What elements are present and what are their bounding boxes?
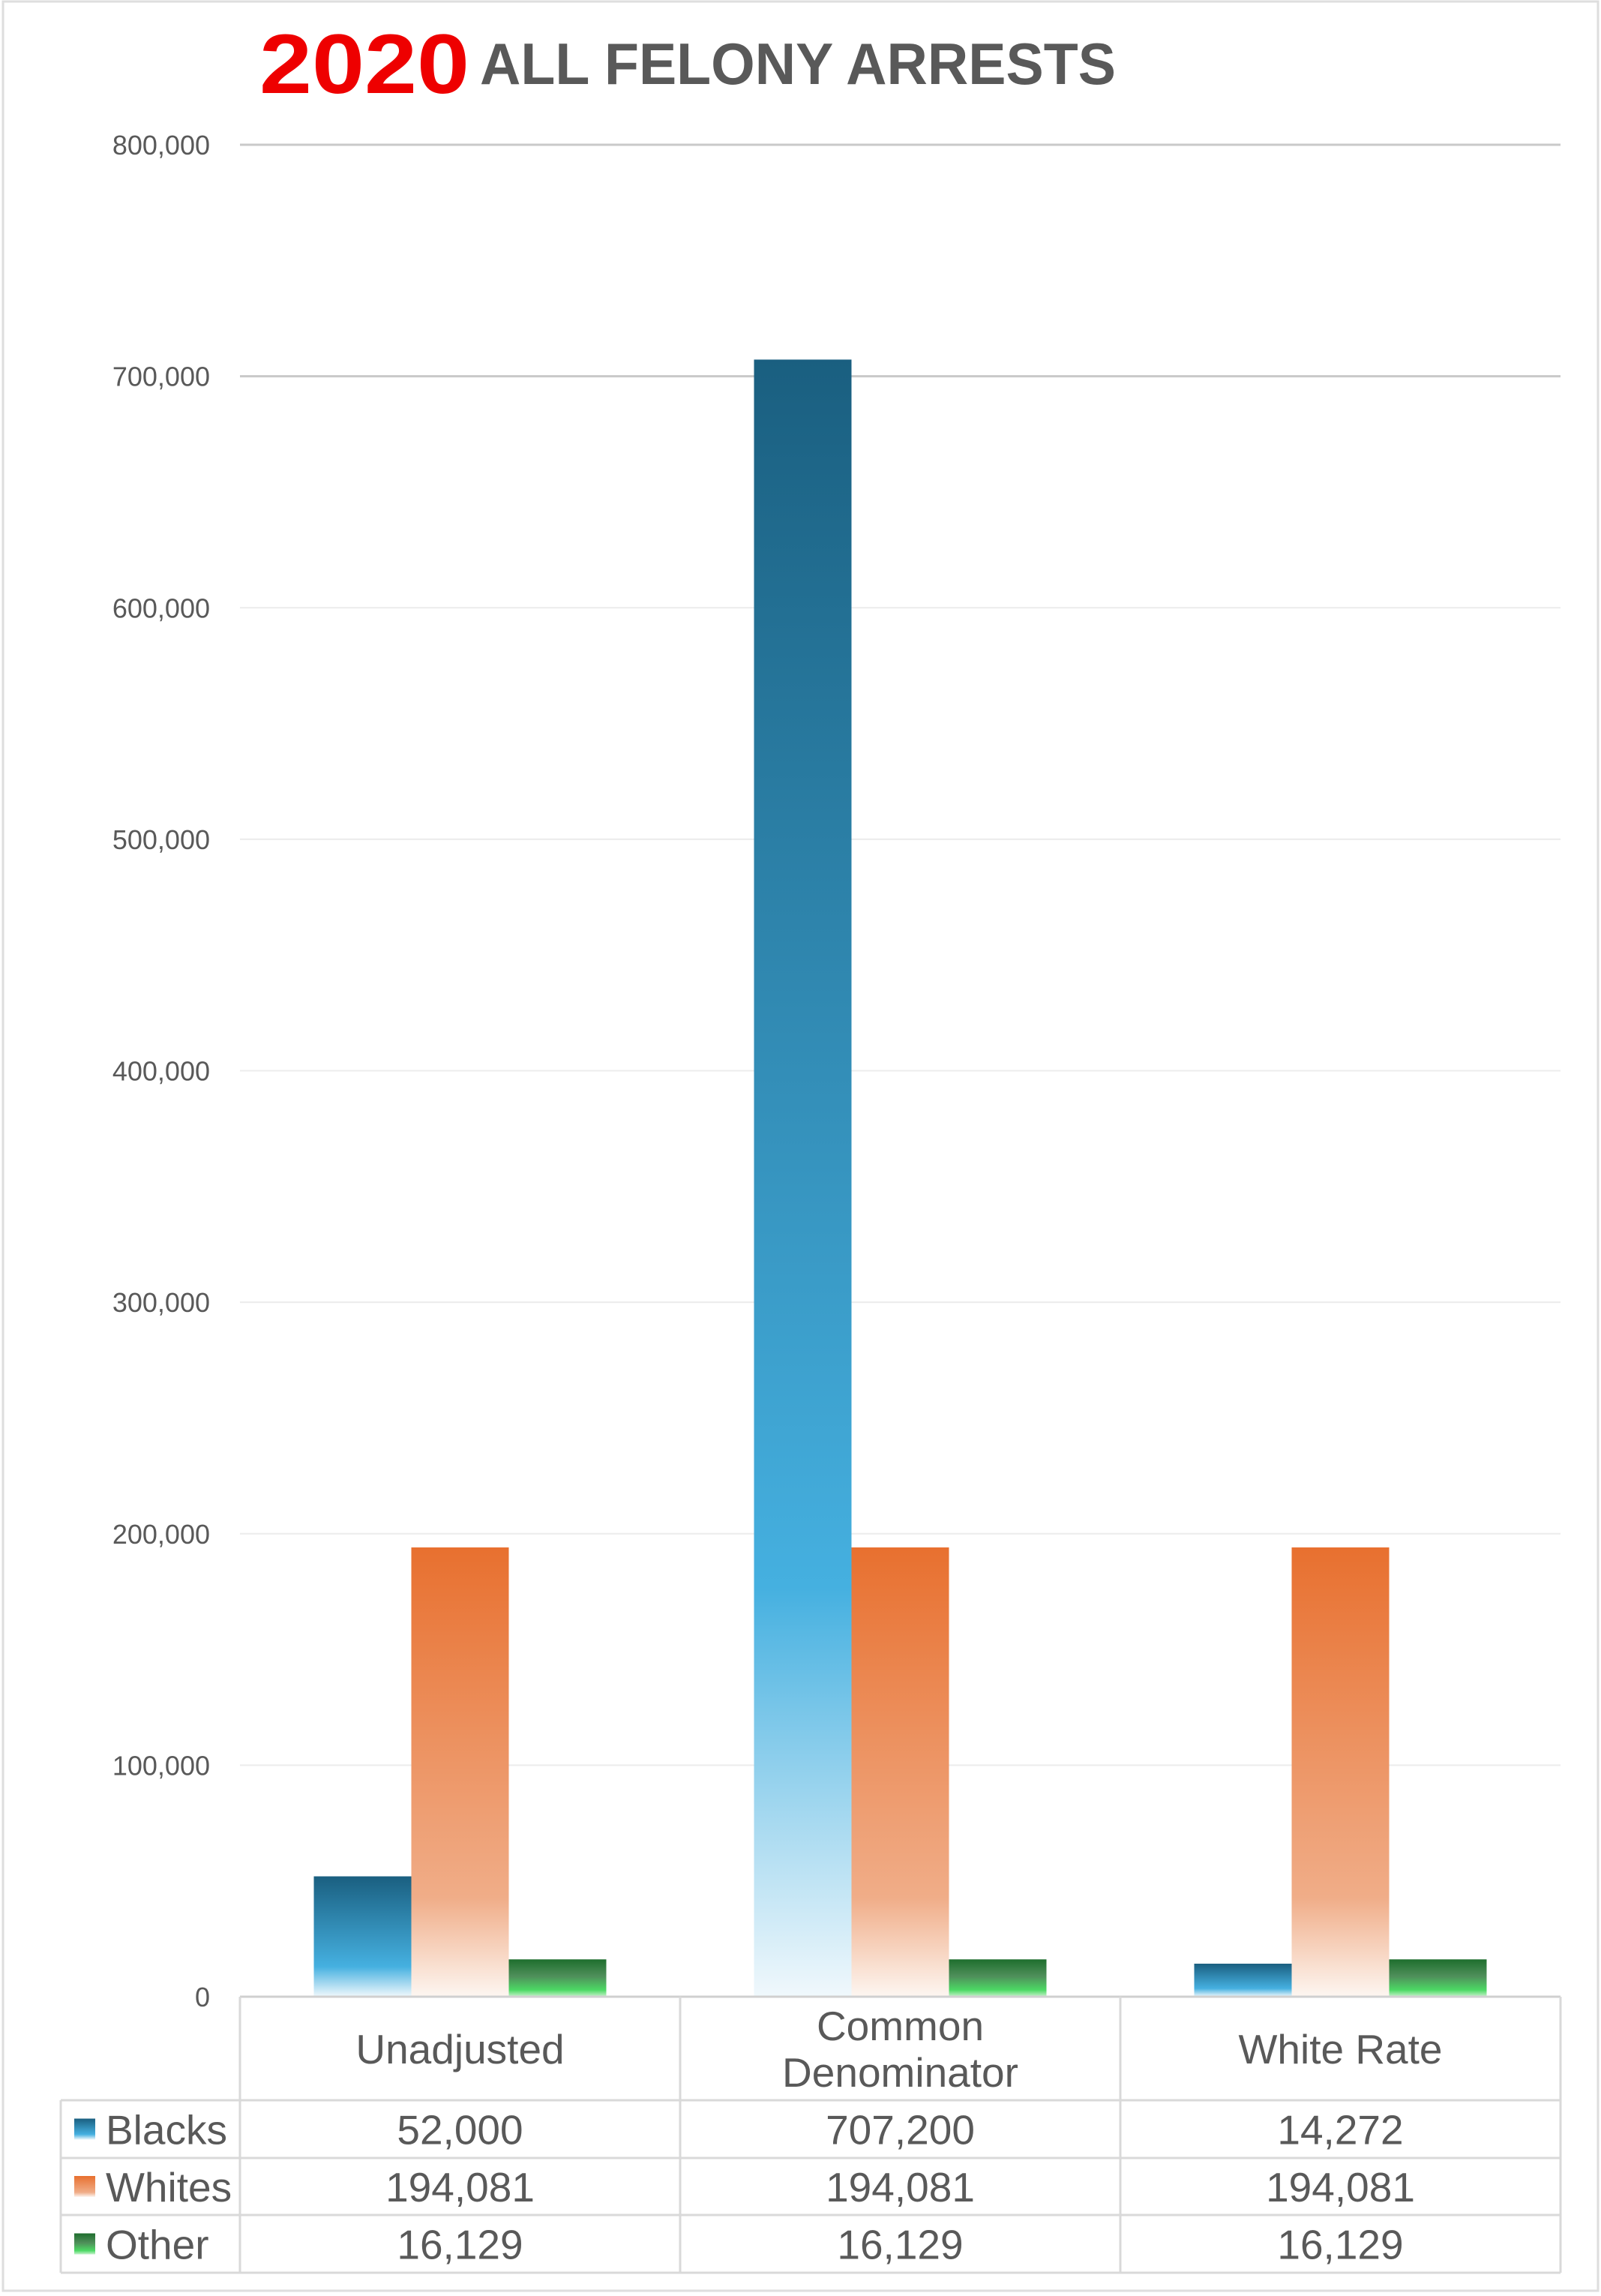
legend-label: Whites [106,2164,232,2210]
title-year: 2020 [259,17,469,111]
y-tick-label: 100,000 [112,1750,210,1781]
y-axis-tick-labels: 0 100,000 200,000 300,000 400,000 500,000 600,… [112,130,210,2012]
bar-other-1 [949,1959,1047,1997]
bar-whites-1 [851,1547,949,1997]
bar-whites-2 [1291,1547,1390,1997]
table-value: 14,272 [1277,2107,1403,2153]
bar-blacks-2 [1194,1963,1292,1997]
y-tick-label: 700,000 [112,362,210,392]
table-value: 194,081 [1266,2164,1415,2210]
table-value: 16,129 [1277,2222,1403,2268]
bar-other-2 [1389,1959,1487,1997]
y-tick-label: 400,000 [112,1056,210,1087]
bar-other-0 [508,1959,607,1997]
table-value: 52,000 [397,2107,523,2153]
table-value: 194,081 [385,2164,535,2210]
legend-swatch-other [74,2233,95,2255]
y-tick-label: 600,000 [112,593,210,623]
table-value: 707,200 [826,2107,975,2153]
table-value: 16,129 [397,2222,523,2268]
bar-whites-0 [411,1547,509,1997]
y-tick-label: 300,000 [112,1287,210,1318]
x-category-label: Common [817,2003,984,2049]
table-value: 16,129 [837,2222,963,2268]
table-value: 194,081 [826,2164,975,2210]
legend-swatch-blacks [74,2118,95,2140]
y-tick-label: 800,000 [112,130,210,161]
x-category-label: White Rate [1238,2026,1442,2072]
table-row-other: Other 16,129 16,129 16,129 [74,2222,1404,2268]
x-category-label: Unadjusted [355,2026,564,2072]
x-category-label: Denominator [782,2049,1018,2096]
chart-title: 2020 ALL FELONY ARRESTS [259,17,1116,111]
bar-blacks-0 [313,1876,412,1997]
table-row-whites: Whites 194,081 194,081 194,081 [74,2164,1415,2210]
legend-swatch-whites [74,2176,95,2197]
y-tick-label: 500,000 [112,824,210,855]
y-tick-label: 0 [195,1982,210,2012]
title-text: ALL FELONY ARRESTS [480,31,1116,97]
bars [313,359,1487,1997]
legend-label: Blacks [106,2107,227,2153]
y-tick-label: 200,000 [112,1519,210,1550]
table-row-blacks: Blacks 52,000 707,200 14,272 [74,2107,1404,2153]
bar-blacks-1 [754,359,852,1997]
legend-label: Other [106,2222,209,2268]
